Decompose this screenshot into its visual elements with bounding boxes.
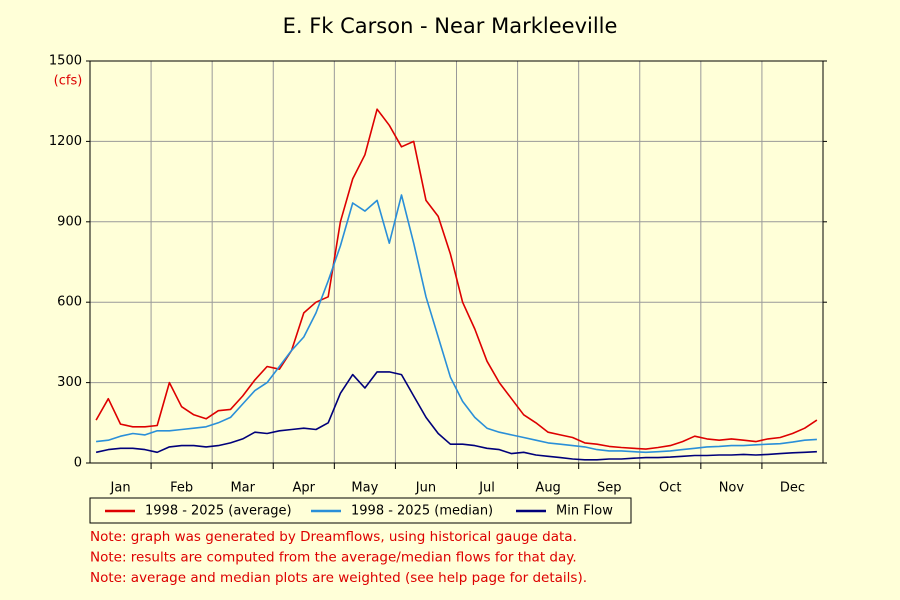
x-tick-label: Dec — [780, 481, 805, 496]
legend-box — [89, 497, 632, 524]
y-axis-label: (cfs) — [54, 74, 83, 89]
x-tick-label: Jun — [415, 481, 436, 496]
series-line — [96, 194, 817, 454]
x-tick-label: Aug — [535, 481, 560, 496]
legend-label: 1998 - 2025 (median) — [351, 504, 493, 519]
legend-label: Min Flow — [556, 504, 613, 519]
x-tick-label: Jul — [478, 481, 495, 496]
y-tick-label: 1500 — [49, 54, 82, 69]
x-tick-label: Apr — [293, 481, 316, 496]
x-tick-label: Mar — [230, 481, 255, 496]
chart-title: E. Fk Carson - Near Markleeville — [283, 14, 618, 38]
note: Note: results are computed from the aver… — [90, 550, 577, 566]
note: Note: graph was generated by Dreamflows,… — [90, 529, 577, 545]
x-tick-label: May — [351, 481, 378, 496]
x-tick-label: Jan — [110, 481, 131, 496]
note: Note: average and median plots are weigh… — [90, 570, 587, 586]
y-tick-label: 0 — [74, 456, 82, 471]
y-tick-label: 1200 — [49, 134, 82, 149]
series-line — [95, 108, 818, 450]
y-tick-label: 300 — [57, 375, 82, 390]
x-tick-label: Nov — [719, 481, 745, 496]
y-tick-label: 600 — [57, 295, 82, 310]
y-tick-label: 900 — [57, 214, 82, 229]
x-tick-label: Feb — [170, 481, 193, 496]
series-line — [95, 371, 817, 461]
legend-label: 1998 - 2025 (average) — [145, 504, 292, 519]
x-tick-label: Sep — [597, 481, 622, 496]
x-tick-label: Oct — [659, 481, 681, 496]
plot-frame — [89, 60, 824, 464]
